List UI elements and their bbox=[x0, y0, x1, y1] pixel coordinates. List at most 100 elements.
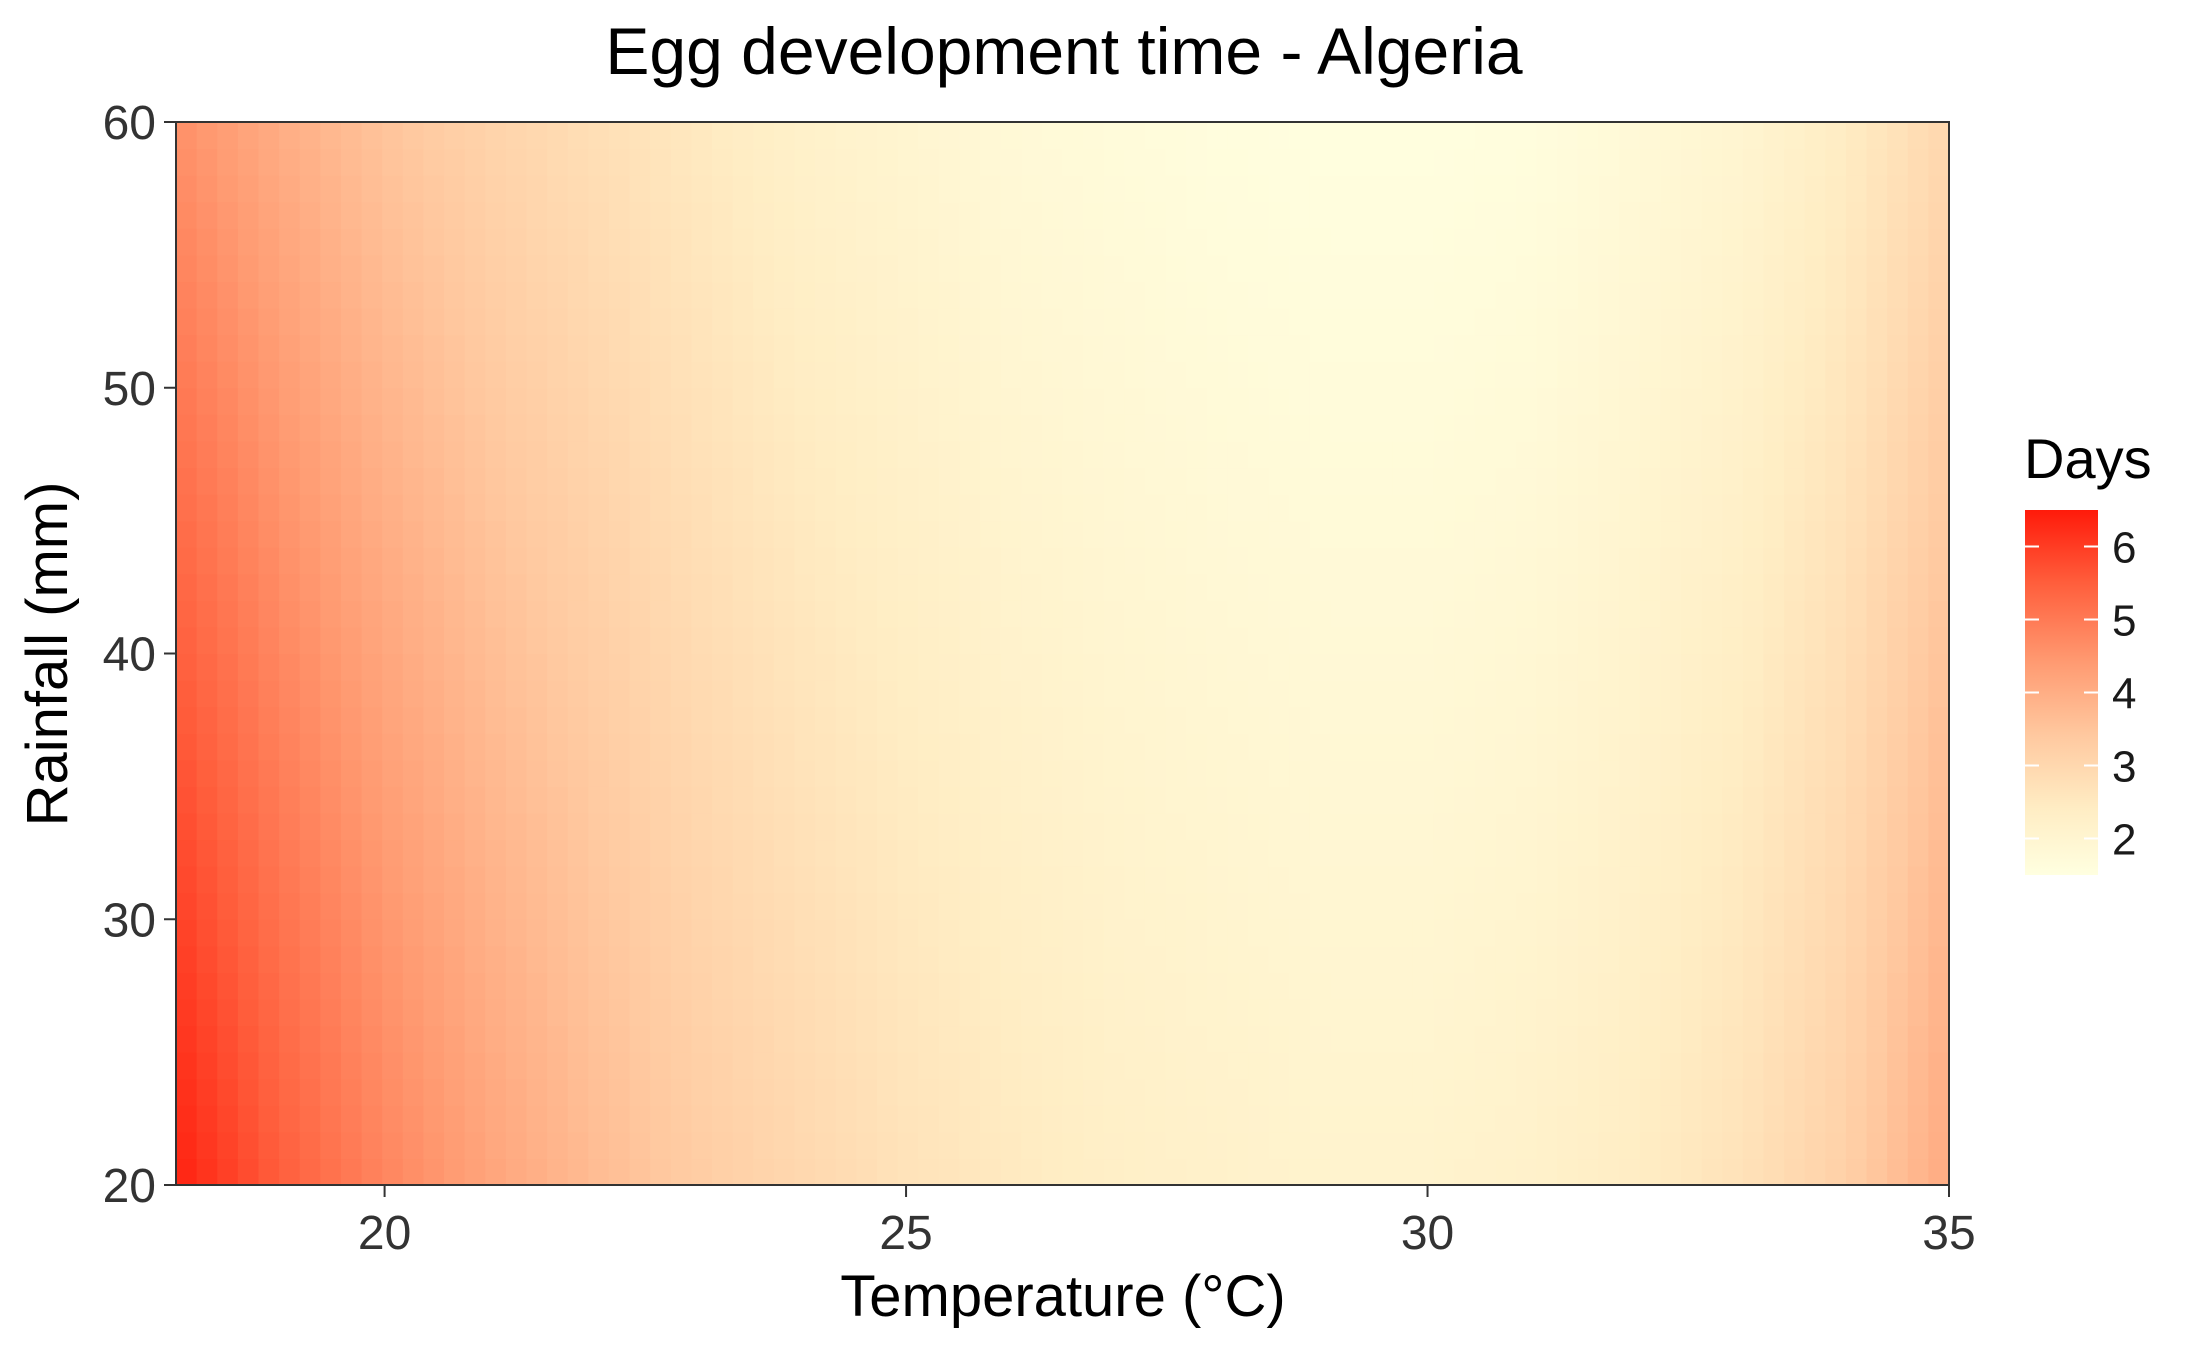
heatmap-cell bbox=[1433, 520, 1455, 548]
heatmap-cell bbox=[670, 361, 693, 389]
heatmap-cell bbox=[1825, 1105, 1847, 1133]
heatmap-cell bbox=[382, 1158, 404, 1186]
heatmap-cell bbox=[1887, 440, 1909, 469]
heatmap-cell bbox=[1103, 786, 1125, 814]
heatmap-cell bbox=[856, 281, 878, 309]
heatmap-cell bbox=[1041, 998, 1064, 1027]
heatmap-cell bbox=[567, 945, 589, 973]
heatmap-cell bbox=[320, 281, 342, 309]
heatmap-cell bbox=[1680, 812, 1703, 841]
heatmap-cell bbox=[279, 122, 301, 150]
heatmap-cell bbox=[1103, 467, 1125, 495]
heatmap-cell bbox=[1041, 945, 1064, 973]
heatmap-cell bbox=[1784, 520, 1806, 548]
heatmap-cell bbox=[1928, 201, 1950, 229]
heatmap-cell bbox=[629, 998, 651, 1027]
heatmap-cell bbox=[1227, 361, 1249, 389]
heatmap-cell bbox=[1351, 547, 1373, 575]
heatmap-cell bbox=[361, 919, 383, 947]
heatmap-cell bbox=[1866, 148, 1888, 176]
heatmap-cell bbox=[1000, 414, 1022, 442]
heatmap-cell bbox=[526, 175, 548, 203]
heatmap-cell bbox=[361, 839, 383, 867]
legend-label: 3 bbox=[2112, 743, 2136, 792]
heatmap-cell bbox=[1268, 281, 1290, 309]
heatmap-cell bbox=[1165, 1131, 1187, 1160]
heatmap-cell bbox=[361, 1052, 383, 1080]
heatmap-cell bbox=[1144, 653, 1167, 681]
heatmap-cell bbox=[1516, 361, 1538, 389]
heatmap-cell bbox=[712, 440, 734, 469]
heatmap-cell bbox=[402, 1158, 424, 1186]
heatmap-cell bbox=[1763, 653, 1785, 681]
heatmap-cell bbox=[897, 1078, 919, 1106]
heatmap-cell bbox=[608, 440, 631, 469]
heatmap-cell bbox=[691, 839, 713, 867]
heatmap-cell bbox=[1474, 254, 1497, 283]
heatmap-cell bbox=[1660, 414, 1682, 442]
heatmap-cell bbox=[691, 254, 713, 283]
heatmap-cell bbox=[464, 786, 486, 814]
heatmap-cell bbox=[1186, 361, 1208, 389]
heatmap-cell bbox=[608, 334, 631, 362]
heatmap-cell bbox=[1289, 972, 1311, 1000]
heatmap-cell bbox=[464, 1158, 486, 1186]
heatmap-cell bbox=[732, 839, 754, 867]
heatmap-cell bbox=[1309, 866, 1332, 894]
heatmap-cell bbox=[1206, 626, 1229, 655]
heatmap-cell bbox=[423, 494, 445, 522]
heatmap-cell bbox=[320, 573, 342, 601]
heatmap-cell bbox=[835, 148, 857, 176]
heatmap-cell bbox=[176, 175, 198, 203]
heatmap-cell bbox=[670, 334, 693, 362]
heatmap-cell bbox=[1804, 1025, 1826, 1053]
heatmap-cell bbox=[1165, 1105, 1187, 1133]
heatmap-cell bbox=[423, 440, 445, 469]
heatmap-cell bbox=[1639, 812, 1661, 841]
heatmap-cell bbox=[1784, 972, 1806, 1000]
heatmap-cell bbox=[1495, 148, 1517, 176]
heatmap-cell bbox=[526, 759, 548, 787]
heatmap-cell bbox=[1660, 680, 1682, 708]
heatmap-cell bbox=[835, 520, 857, 548]
heatmap-cell bbox=[1021, 812, 1043, 841]
heatmap-cell bbox=[1474, 1158, 1497, 1186]
heatmap-cell bbox=[588, 494, 610, 522]
heatmap-cell bbox=[1536, 1052, 1558, 1080]
heatmap-cell bbox=[1928, 998, 1950, 1027]
heatmap-cell bbox=[835, 680, 857, 708]
heatmap-cell bbox=[918, 494, 940, 522]
heatmap-cell bbox=[1536, 892, 1558, 920]
heatmap-cell bbox=[320, 494, 342, 522]
heatmap-cell bbox=[876, 706, 899, 734]
heatmap-cell bbox=[237, 919, 260, 947]
heatmap-cell bbox=[1763, 1078, 1785, 1106]
heatmap-cell bbox=[650, 201, 672, 229]
heatmap-cell bbox=[897, 1025, 919, 1053]
heatmap-cell bbox=[444, 308, 466, 336]
heatmap-cell bbox=[1619, 1158, 1641, 1186]
heatmap-cell bbox=[402, 866, 424, 894]
heatmap-cell bbox=[856, 175, 878, 203]
heatmap-cell bbox=[1144, 1131, 1167, 1160]
heatmap-cell bbox=[794, 281, 816, 309]
heatmap-cell bbox=[1536, 281, 1558, 309]
heatmap-cell bbox=[1680, 1078, 1703, 1106]
heatmap-cell bbox=[1268, 228, 1290, 256]
heatmap-cell bbox=[1268, 361, 1290, 389]
heatmap-cell bbox=[1495, 1131, 1517, 1160]
heatmap-cell bbox=[526, 148, 548, 176]
heatmap-cell bbox=[1103, 1078, 1125, 1106]
heatmap-cell bbox=[1845, 919, 1868, 947]
heatmap-cell bbox=[1351, 1158, 1373, 1186]
heatmap-cell bbox=[1330, 998, 1352, 1027]
heatmap-cell bbox=[608, 706, 631, 734]
heatmap-cell bbox=[918, 1052, 940, 1080]
heatmap-cell bbox=[670, 919, 693, 947]
heatmap-cell bbox=[1516, 494, 1538, 522]
heatmap-cell bbox=[1598, 839, 1620, 867]
heatmap-cell bbox=[444, 148, 466, 176]
heatmap-cell bbox=[1557, 892, 1579, 920]
heatmap-cell bbox=[196, 998, 218, 1027]
heatmap-cell bbox=[423, 1025, 445, 1053]
